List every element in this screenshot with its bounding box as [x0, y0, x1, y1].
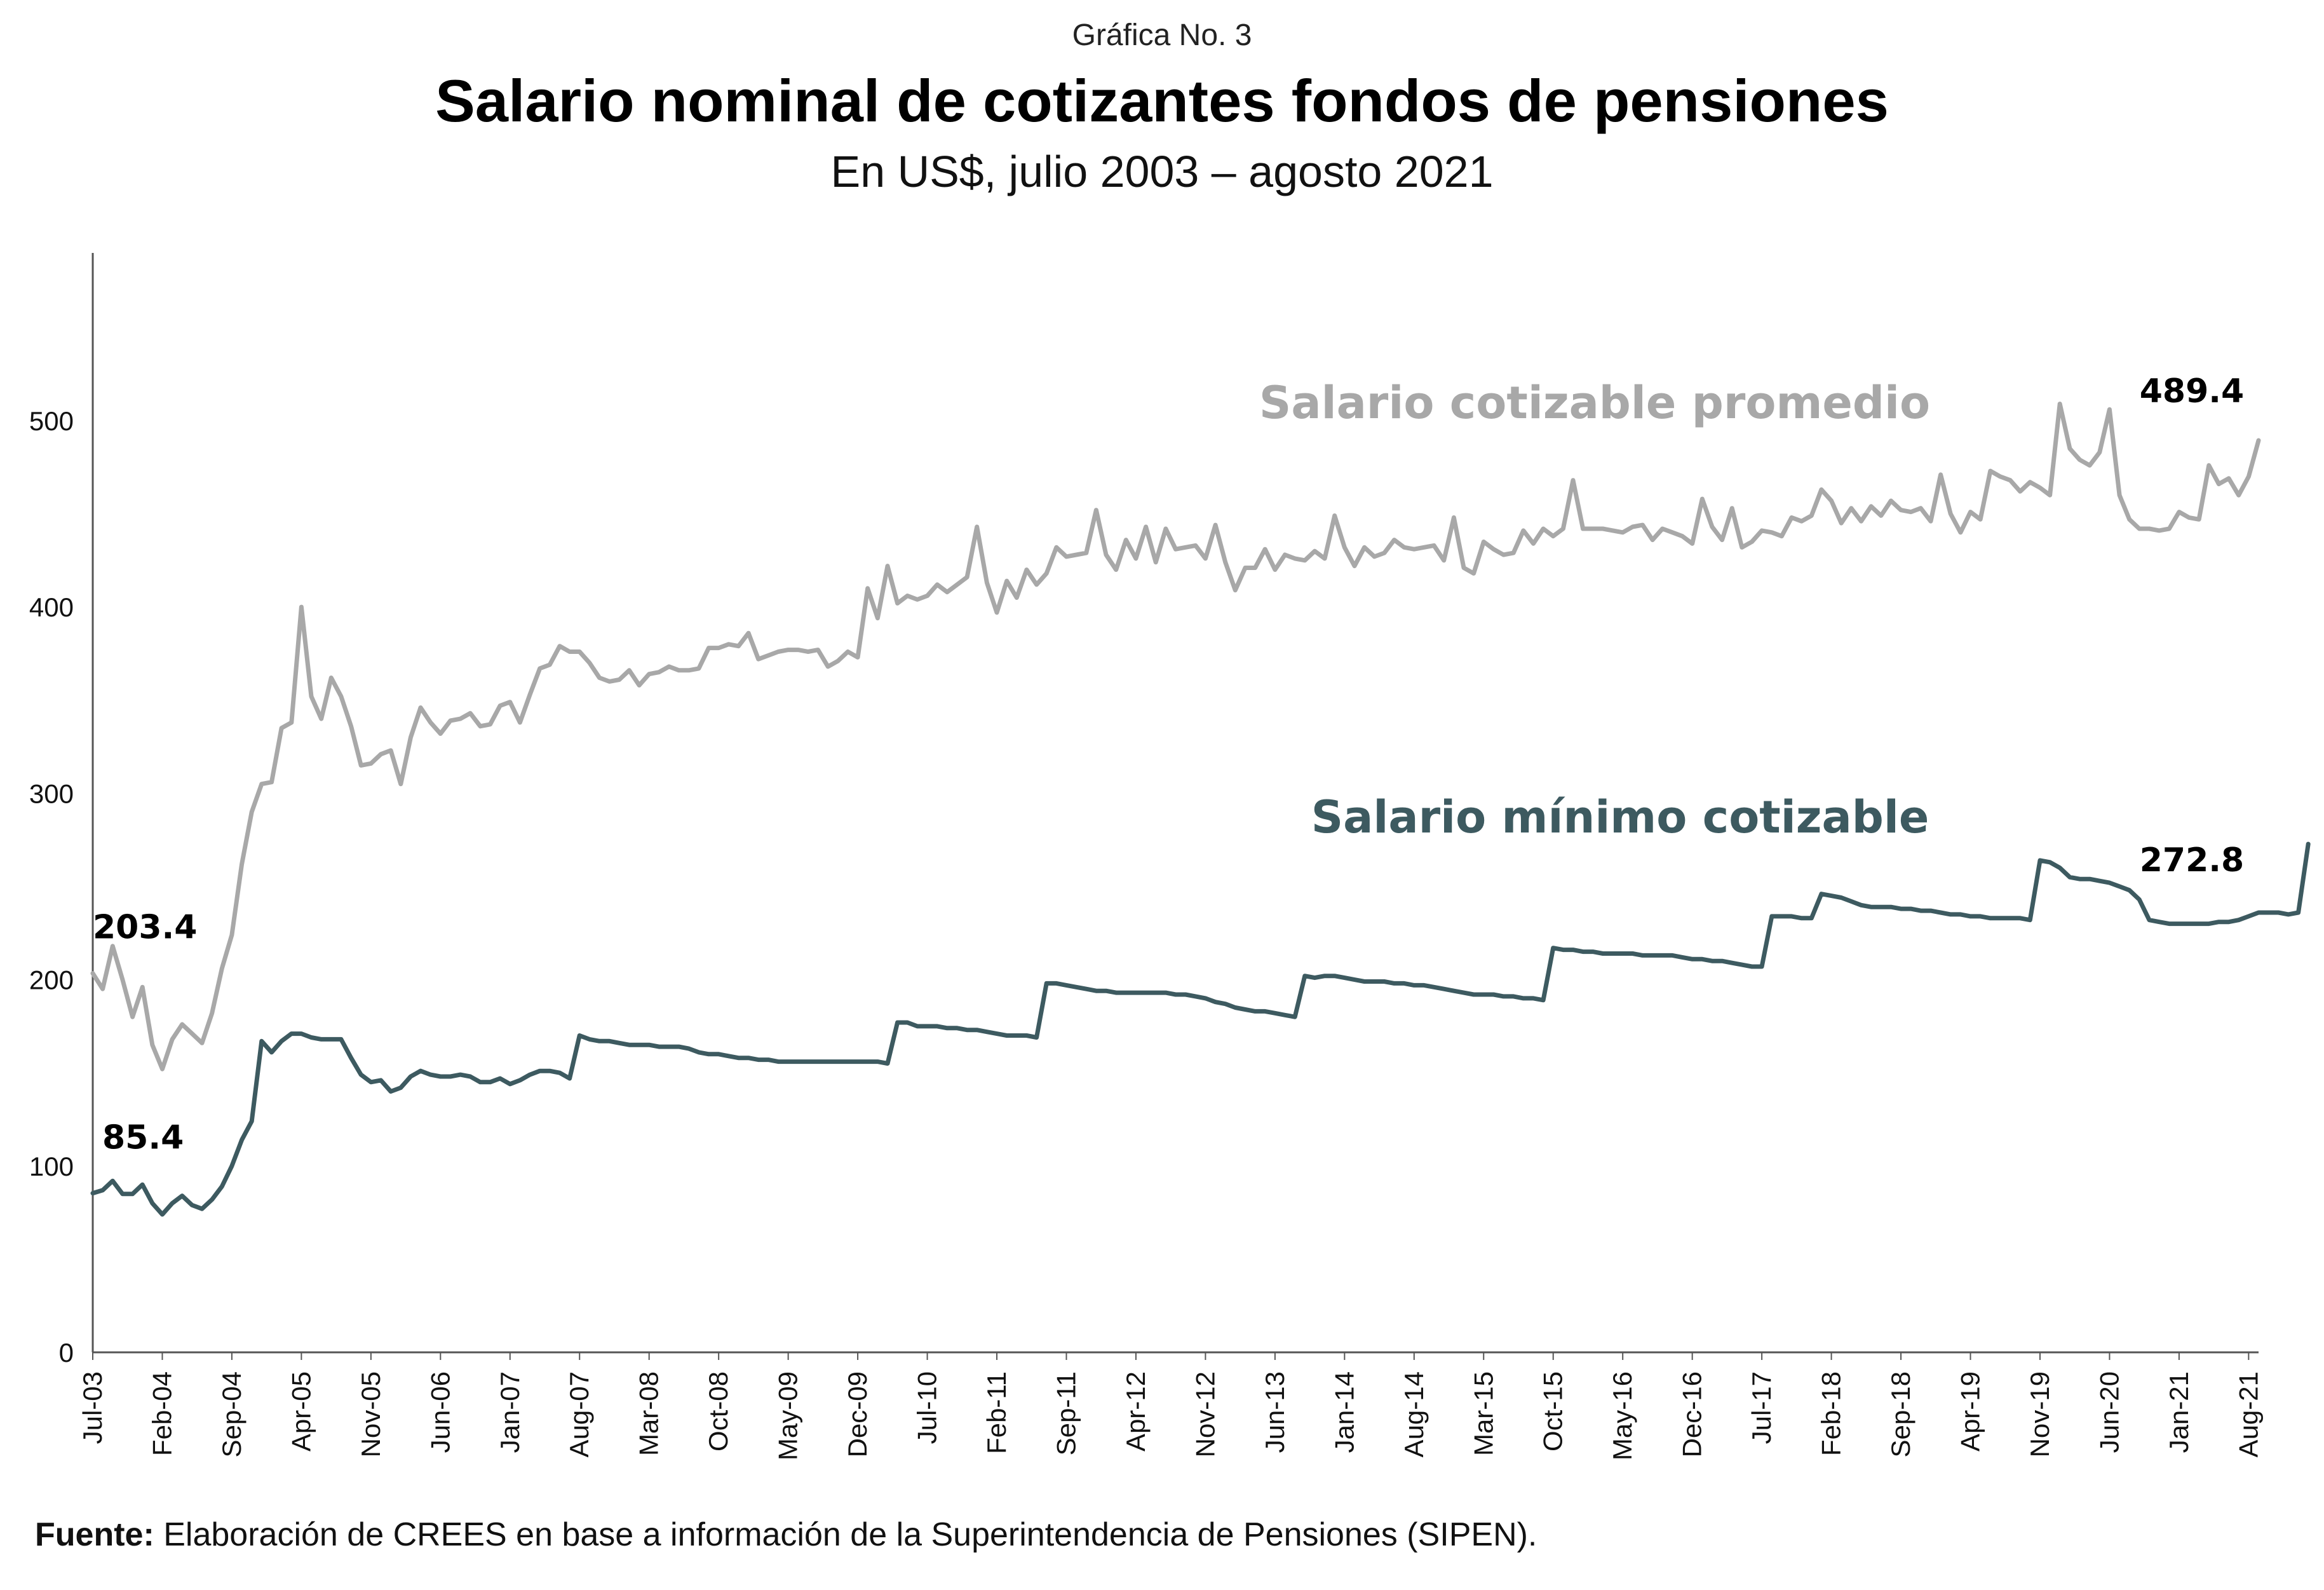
- y-tick-label: 300: [29, 778, 74, 808]
- x-tick-label: Aug-07: [564, 1371, 594, 1457]
- source-text: Elaboración de CREES en base a informaci…: [163, 1516, 1537, 1553]
- x-tick-label: Dec-09: [842, 1371, 872, 1457]
- x-tick-label: Jun-13: [1260, 1371, 1290, 1453]
- x-tick-label: Oct-15: [1538, 1371, 1568, 1451]
- y-tick-label: 400: [29, 592, 74, 622]
- x-tick-label: May-09: [773, 1371, 803, 1460]
- x-tick-label: Apr-05: [286, 1371, 316, 1451]
- x-tick-label: Apr-12: [1121, 1371, 1151, 1451]
- y-tick-label: 100: [29, 1152, 74, 1181]
- x-tick-label: Aug-21: [2233, 1371, 2263, 1457]
- x-tick-label: Mar-15: [1468, 1371, 1498, 1456]
- source-note: Fuente: Elaboración de CREES en base a i…: [35, 1516, 1537, 1554]
- series-line-promedio: [90, 402, 2261, 1071]
- data-label-end: 272.8: [2140, 841, 2244, 880]
- x-tick-label: Jun-06: [425, 1371, 455, 1453]
- source-label: Fuente:: [35, 1516, 154, 1553]
- y-tick-label: 200: [29, 965, 74, 995]
- x-tick-label: Jan-07: [495, 1371, 525, 1453]
- x-tick-label: Sep-04: [217, 1371, 247, 1457]
- series-label: Salario cotizable promedio: [1259, 377, 1930, 429]
- chart-subtitle: En US$, julio 2003 – agosto 2021: [830, 147, 1494, 196]
- x-tick-label: Feb-04: [147, 1371, 177, 1456]
- labels-layer: Salario cotizable promedio 203.4 489.4 Sala…: [93, 372, 2244, 1157]
- x-tick-label: Sep-11: [1051, 1371, 1081, 1455]
- x-tick-label: Jan-21: [2164, 1371, 2194, 1453]
- x-tick-label: Jan-14: [1329, 1371, 1359, 1453]
- x-tick-label: Sep-18: [1886, 1371, 1915, 1457]
- x-tick-label: Nov-19: [2025, 1371, 2055, 1457]
- x-tick-label: Jun-20: [2094, 1371, 2124, 1453]
- chart-kicker: Gráfica No. 3: [1072, 18, 1252, 52]
- series-label: Salario mínimo cotizable: [1311, 791, 1929, 843]
- y-tick-label: 500: [29, 406, 74, 436]
- chart-axes: 0 100 200 300 400 500 Jul-03 Feb-04 Sep-04 Apr-05…: [29, 253, 2263, 1460]
- x-tick-label: Mar-08: [634, 1371, 664, 1456]
- x-tick-label: Nov-12: [1190, 1371, 1220, 1457]
- x-tick-label: Nov-05: [356, 1371, 386, 1457]
- x-tick-label: May-16: [1607, 1371, 1637, 1460]
- x-tick-label: Dec-16: [1677, 1371, 1707, 1457]
- x-tick-label: Aug-14: [1399, 1371, 1429, 1457]
- x-tick-label: Feb-18: [1816, 1371, 1846, 1456]
- x-tick-label: Jul-10: [912, 1371, 942, 1444]
- x-tick-label: Feb-11: [982, 1371, 1011, 1454]
- x-tick-label: Jul-03: [78, 1371, 107, 1444]
- series-line-minimo: [90, 841, 2311, 1217]
- series-layer: [90, 402, 2311, 1217]
- data-label-start: 85.4: [102, 1119, 184, 1157]
- data-label-start: 203.4: [93, 909, 197, 947]
- data-label-end: 489.4: [2140, 372, 2244, 411]
- x-tick-label: Oct-08: [703, 1371, 733, 1451]
- y-tick-label: 0: [59, 1338, 74, 1368]
- x-tick-label: Jul-17: [1746, 1371, 1776, 1444]
- chart-title: Salario nominal de cotizantes fondos de …: [435, 67, 1889, 134]
- x-tick-label: Apr-19: [1956, 1371, 1985, 1451]
